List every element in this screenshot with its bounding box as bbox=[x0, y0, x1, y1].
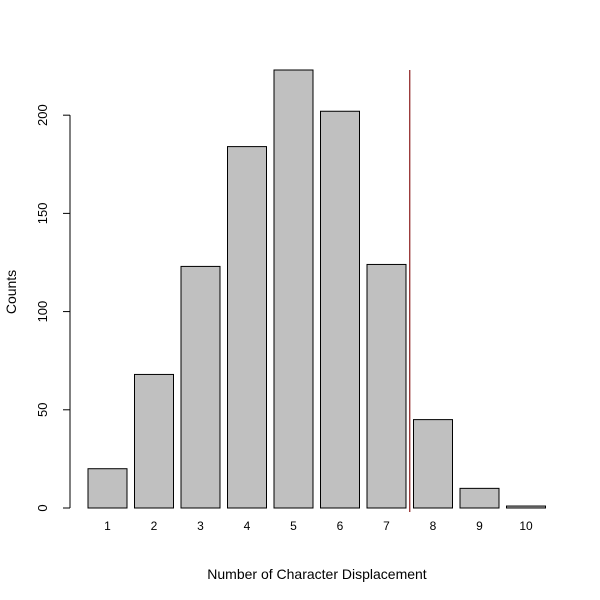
bar-10 bbox=[506, 505, 546, 509]
x-axis-title: Number of Character Displacement bbox=[207, 566, 427, 582]
bar-7 bbox=[366, 263, 407, 509]
x-axis-tick-labels: 1 2 3 4 5 6 7 8 9 10 bbox=[104, 519, 533, 533]
bar-5 bbox=[273, 69, 314, 509]
bar-2 bbox=[134, 373, 174, 509]
x-tick-label: 8 bbox=[430, 519, 437, 533]
bar-1 bbox=[87, 468, 128, 509]
bar-3 bbox=[180, 265, 221, 509]
y-axis-title: Counts bbox=[3, 270, 19, 314]
y-tick-label: 150 bbox=[35, 203, 50, 225]
bar-9 bbox=[459, 487, 500, 509]
bar-6 bbox=[320, 110, 360, 509]
y-tick-label: 0 bbox=[35, 504, 50, 511]
x-tick-label: 10 bbox=[519, 519, 533, 533]
y-tick-label: 100 bbox=[35, 301, 50, 323]
bar-4 bbox=[227, 146, 267, 509]
x-tick-label: 6 bbox=[337, 519, 344, 533]
x-tick-label: 5 bbox=[290, 519, 297, 533]
bar-8 bbox=[413, 419, 453, 509]
y-tick-label: 200 bbox=[35, 104, 50, 126]
x-tick-label: 7 bbox=[383, 519, 390, 533]
x-tick-label: 4 bbox=[244, 519, 251, 533]
x-tick-label: 9 bbox=[476, 519, 483, 533]
x-tick-label: 2 bbox=[151, 519, 158, 533]
y-tick-label: 50 bbox=[35, 403, 50, 417]
bars-layer bbox=[87, 69, 546, 509]
y-axis: 0 50 100 150 200 bbox=[35, 104, 71, 512]
x-tick-label: 3 bbox=[197, 519, 204, 533]
x-tick-label: 1 bbox=[104, 519, 111, 533]
